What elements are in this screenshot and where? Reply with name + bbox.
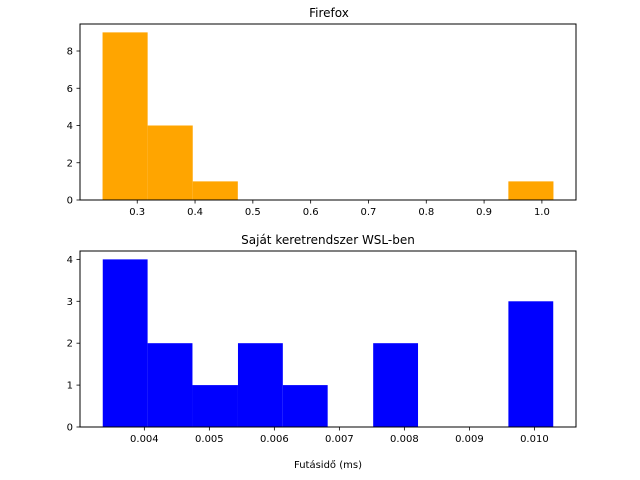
- chart-title: Saját keretrendszer WSL-ben: [241, 233, 415, 247]
- y-tick-label: 2: [67, 158, 73, 169]
- histogram-bar: [102, 259, 148, 427]
- x-tick-label: 0.009: [455, 434, 484, 445]
- histogram-sajat-keretrendszer: Saját keretrendszer WSL-ben 0.004 0.005 0.…: [67, 233, 577, 471]
- histogram-bar: [147, 125, 193, 200]
- histogram-firefox: Firefox 0.3 0.4 0.5 0.6 0.7 0.8 0.9 1.0 0 2 4 6 8: [67, 6, 577, 218]
- x-tick-label: 0.008: [390, 434, 419, 445]
- x-tick-label: 0.8: [418, 207, 434, 218]
- y-tick-label: 6: [67, 84, 73, 95]
- histogram-bar: [373, 343, 419, 427]
- x-tick-label: 0.3: [129, 207, 145, 218]
- x-tick-label: 0.007: [325, 434, 354, 445]
- axes-frame: [79, 250, 577, 428]
- x-tick-label: 0.006: [260, 434, 289, 445]
- x-tick-label: 0.005: [195, 434, 224, 445]
- x-ticks: 0.004 0.005 0.006 0.007 0.008 0.009 0.010: [130, 427, 549, 445]
- histogram-bar: [508, 181, 554, 200]
- x-tick-label: 0.4: [187, 207, 203, 218]
- histogram-bar: [192, 181, 238, 200]
- histogram-bar: [237, 343, 283, 427]
- x-tick-label: 0.5: [245, 207, 261, 218]
- histogram-bar: [282, 385, 328, 427]
- x-tick-label: 0.6: [303, 207, 319, 218]
- y-tick-label: 1: [67, 381, 73, 392]
- x-tick-label: 1.0: [534, 207, 550, 218]
- histogram-bar: [508, 301, 554, 427]
- bars: [102, 259, 554, 427]
- x-tick-label: 0.9: [476, 207, 492, 218]
- y-tick-label: 3: [67, 297, 73, 308]
- histogram-bar: [192, 385, 238, 427]
- histogram-bar: [147, 343, 193, 427]
- x-tick-label: 0.7: [361, 207, 377, 218]
- chart-title: Firefox: [309, 6, 349, 20]
- axes-frame: [79, 23, 577, 201]
- y-ticks: 0 2 4 6 8: [67, 47, 80, 207]
- y-ticks: 0 1 2 3 4: [67, 255, 80, 434]
- bars: [102, 32, 554, 200]
- y-tick-label: 0: [67, 196, 73, 207]
- x-tick-label: 0.004: [130, 434, 159, 445]
- x-ticks: 0.3 0.4 0.5 0.6 0.7 0.8 0.9 1.0: [129, 200, 550, 218]
- y-tick-label: 8: [67, 47, 73, 58]
- y-tick-label: 4: [67, 121, 73, 132]
- y-tick-label: 4: [67, 255, 73, 266]
- y-tick-label: 2: [67, 339, 73, 350]
- y-tick-label: 0: [67, 423, 73, 434]
- histogram-bar: [102, 32, 148, 200]
- x-tick-label: 0.010: [520, 434, 549, 445]
- x-axis-label: Futásidő (ms): [294, 459, 362, 471]
